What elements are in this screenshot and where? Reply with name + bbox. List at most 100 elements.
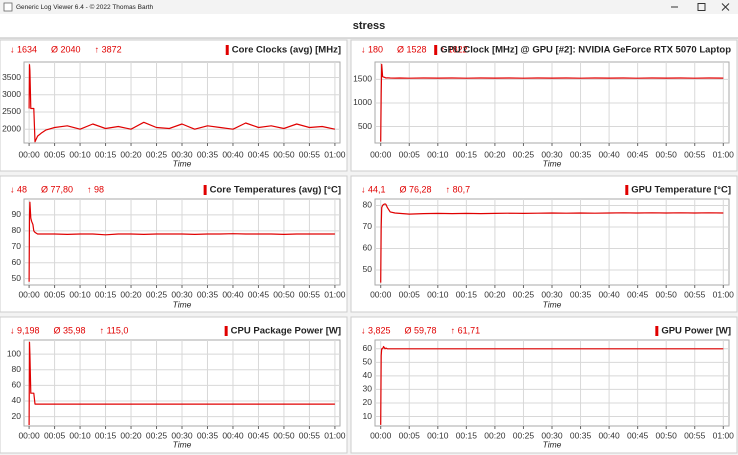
x-tick-label: 00:15 [456, 149, 478, 159]
x-tick-label: 00:55 [299, 149, 321, 159]
x-tick-label: 00:55 [684, 430, 706, 440]
x-tick-label: 00:05 [399, 289, 421, 299]
stat-label: ↑ 3872 [95, 44, 122, 54]
x-tick-label: 00:10 [427, 289, 449, 299]
x-tick-label: 00:55 [684, 289, 706, 299]
x-tick-label: 00:55 [299, 430, 321, 440]
x-tick-label: 00:10 [427, 149, 449, 159]
x-axis-label: Time [543, 158, 562, 168]
x-tick-label: 00:45 [248, 289, 270, 299]
y-tick-label: 3000 [2, 89, 21, 99]
x-tick-label: 00:10 [427, 430, 449, 440]
x-tick-label: 00:40 [598, 430, 620, 440]
x-tick-label: 00:25 [146, 289, 168, 299]
title-marker [434, 45, 438, 55]
x-tick-label: 00:45 [627, 430, 649, 440]
x-axis-label: Time [173, 439, 192, 449]
chart-title: Core Clocks (avg) [MHz] [232, 45, 341, 56]
y-tick-label: 40 [363, 370, 373, 380]
x-tick-label: 00:05 [44, 149, 66, 159]
chart-title: GPU Clock [MHz] @ GPU [#2]: NVIDIA GeFor… [440, 45, 731, 56]
stat-label: ↓ 9,198 [10, 325, 40, 335]
x-tick-label: 00:20 [120, 149, 142, 159]
x-tick-label: 00:50 [273, 430, 295, 440]
x-tick-label: 00:40 [222, 289, 244, 299]
title-marker [224, 326, 228, 336]
x-tick-label: 00:30 [541, 289, 563, 299]
title-marker [625, 185, 629, 195]
x-axis-label: Time [543, 299, 562, 309]
data-line [380, 203, 724, 283]
x-tick-label: 00:00 [18, 430, 40, 440]
x-tick-label: 00:35 [570, 149, 592, 159]
x-tick-label: 00:20 [120, 289, 142, 299]
y-tick-label: 50 [363, 264, 373, 274]
header-title: stress [353, 20, 385, 32]
x-tick-label: 01:00 [324, 149, 346, 159]
x-tick-label: 00:05 [399, 149, 421, 159]
chart-title: Core Temperatures (avg) [°C] [210, 185, 341, 196]
x-tick-label: 00:25 [513, 289, 535, 299]
x-tick-label: 00:40 [222, 149, 244, 159]
maximize-button[interactable] [697, 3, 706, 11]
x-tick-label: 00:40 [598, 149, 620, 159]
x-tick-label: 00:50 [273, 289, 295, 299]
x-tick-label: 00:05 [399, 430, 421, 440]
x-tick-label: 00:45 [627, 289, 649, 299]
x-tick-label: 00:50 [656, 289, 678, 299]
x-tick-label: 00:05 [44, 289, 66, 299]
y-tick-label: 80 [363, 200, 373, 210]
x-tick-label: 00:30 [541, 149, 563, 159]
x-tick-label: 00:10 [69, 149, 91, 159]
title-marker [203, 185, 207, 195]
x-tick-label: 00:10 [69, 289, 91, 299]
data-line [28, 201, 335, 282]
x-tick-label: 00:00 [370, 289, 392, 299]
stat-label: ↑ 80,7 [446, 184, 471, 194]
x-tick-label: 00:00 [18, 149, 40, 159]
y-tick-label: 40 [12, 395, 22, 405]
x-tick-label: 00:25 [146, 430, 168, 440]
x-tick-label: 00:00 [370, 430, 392, 440]
y-tick-label: 20 [363, 397, 373, 407]
title-marker [655, 326, 659, 336]
stat-label: Ø 59,78 [405, 325, 437, 335]
x-tick-label: 01:00 [324, 430, 346, 440]
x-tick-label: 00:45 [248, 430, 270, 440]
y-tick-label: 10 [363, 411, 373, 421]
stat-label: Ø 1528 [397, 44, 427, 54]
x-axis-label: Time [173, 299, 192, 309]
y-tick-label: 80 [12, 364, 22, 374]
x-tick-label: 00:25 [513, 430, 535, 440]
y-tick-label: 90 [12, 209, 22, 219]
data-line [28, 341, 335, 426]
y-tick-label: 50 [12, 273, 22, 283]
app-icon [3, 2, 13, 12]
x-tick-label: 00:20 [484, 149, 506, 159]
data-line [28, 64, 336, 143]
x-tick-label: 01:00 [324, 289, 346, 299]
x-tick-label: 00:30 [171, 289, 193, 299]
stat-label: Ø 2040 [51, 44, 81, 54]
stat-label: ↑ 115,0 [100, 325, 129, 335]
x-tick-label: 00:30 [171, 430, 193, 440]
y-tick-label: 2500 [2, 106, 21, 116]
y-tick-label: 60 [12, 380, 22, 390]
x-tick-label: 00:35 [570, 430, 592, 440]
x-tick-label: 00:50 [273, 149, 295, 159]
chart-title: CPU Package Power [W] [231, 326, 341, 337]
title-marker [225, 45, 229, 55]
stat-label: ↓ 3,825 [361, 325, 391, 335]
x-tick-label: 00:15 [456, 289, 478, 299]
y-tick-label: 20 [12, 411, 22, 421]
stat-label: ↑ 98 [87, 184, 104, 194]
close-button[interactable] [721, 3, 730, 11]
stat-label: ↓ 180 [361, 44, 383, 54]
x-tick-label: 00:50 [656, 149, 678, 159]
y-tick-label: 1500 [353, 74, 372, 84]
x-tick-label: 00:15 [95, 289, 117, 299]
x-tick-label: 00:40 [598, 289, 620, 299]
x-tick-label: 00:30 [171, 149, 193, 159]
x-axis-label: Time [543, 439, 562, 449]
